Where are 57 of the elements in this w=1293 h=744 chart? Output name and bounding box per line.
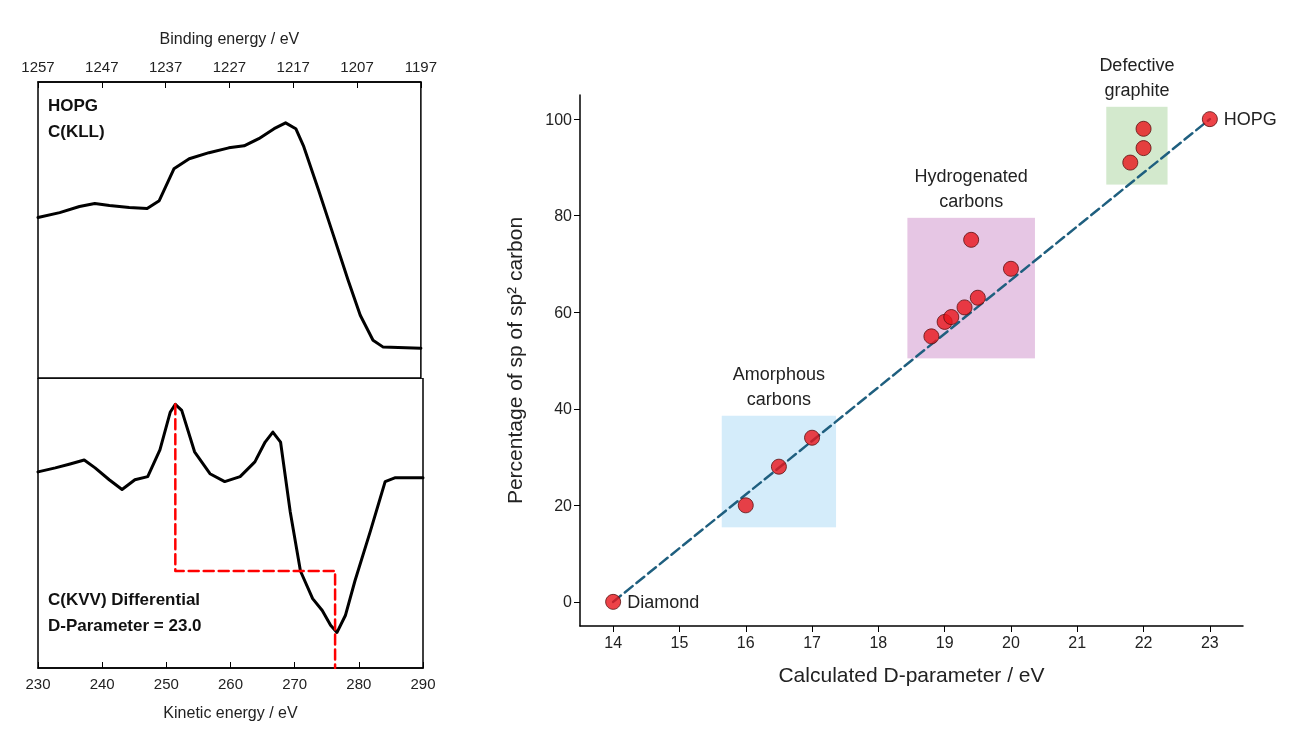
x-axis-title: Binding energy / eV bbox=[159, 29, 300, 47]
x-tick-label: 250 bbox=[153, 675, 179, 692]
y-tick-label: 60 bbox=[554, 303, 573, 321]
x-tick-label: 14 bbox=[604, 633, 623, 651]
point bbox=[1135, 140, 1152, 157]
point bbox=[605, 593, 622, 610]
point bbox=[1122, 154, 1139, 171]
point bbox=[956, 299, 973, 316]
point bbox=[923, 328, 940, 345]
annotation: HOPG bbox=[1223, 109, 1277, 130]
x-tick-label: 15 bbox=[670, 633, 689, 651]
x-tick-label: 260 bbox=[217, 675, 244, 692]
x-tick-label: 16 bbox=[736, 633, 755, 651]
y-axis-title: Percentage of sp of sp² carbon bbox=[503, 216, 526, 505]
x-tick-label: 20 bbox=[1002, 633, 1020, 651]
x-tick-label: 1217 bbox=[276, 58, 310, 75]
x-tick-label: 22 bbox=[1134, 633, 1153, 651]
x-axis-title: Kinetic energy / eV bbox=[163, 703, 298, 721]
x-axis-title: Calculated D-parameter / eV bbox=[778, 663, 1045, 687]
x-tick-label: 18 bbox=[869, 633, 888, 651]
annotation: C(KLL) bbox=[48, 121, 105, 141]
annotation: Diamond bbox=[627, 591, 700, 612]
x-tick-label: 240 bbox=[89, 675, 115, 692]
x-tick-label: 19 bbox=[935, 633, 954, 651]
annotation: Hydrogenated carbons bbox=[913, 164, 1029, 213]
x-tick-label: 280 bbox=[346, 675, 372, 692]
annotation: D-Parameter = 23.0 bbox=[48, 615, 202, 635]
x-tick-label: 17 bbox=[803, 633, 822, 651]
x-tick-label: 270 bbox=[282, 675, 308, 692]
x-tick-label: 21 bbox=[1068, 633, 1087, 651]
x-tick-label: 1207 bbox=[340, 58, 374, 75]
y-tick-label: 20 bbox=[554, 496, 573, 514]
point bbox=[969, 289, 986, 306]
point bbox=[1201, 111, 1218, 128]
x-tick-label: 1257 bbox=[21, 58, 55, 75]
point bbox=[1002, 260, 1019, 277]
point bbox=[1135, 120, 1152, 137]
x-tick-label: 1227 bbox=[212, 58, 247, 75]
y-tick-label: 80 bbox=[554, 207, 573, 225]
x-tick-label: 1197 bbox=[404, 58, 437, 75]
y-tick-label: 0 bbox=[563, 593, 573, 611]
point bbox=[804, 429, 821, 446]
point bbox=[943, 309, 960, 326]
point bbox=[770, 458, 787, 475]
x-tick-label: 290 bbox=[410, 675, 436, 692]
annotation: Defective graphite bbox=[1098, 53, 1176, 102]
point bbox=[963, 231, 980, 248]
point bbox=[737, 497, 754, 514]
annotation: Amorphous carbons bbox=[731, 362, 826, 411]
y-tick-label: 100 bbox=[545, 110, 573, 128]
x-tick-label: 1247 bbox=[85, 58, 119, 75]
x-tick-label: 1237 bbox=[148, 58, 183, 75]
y-tick-label: 40 bbox=[554, 400, 573, 418]
x-tick-label: 230 bbox=[25, 675, 51, 692]
x-tick-label: 23 bbox=[1200, 633, 1219, 651]
annotation: C(KVV) Differential bbox=[48, 589, 201, 609]
text: HOPG bbox=[48, 95, 99, 115]
